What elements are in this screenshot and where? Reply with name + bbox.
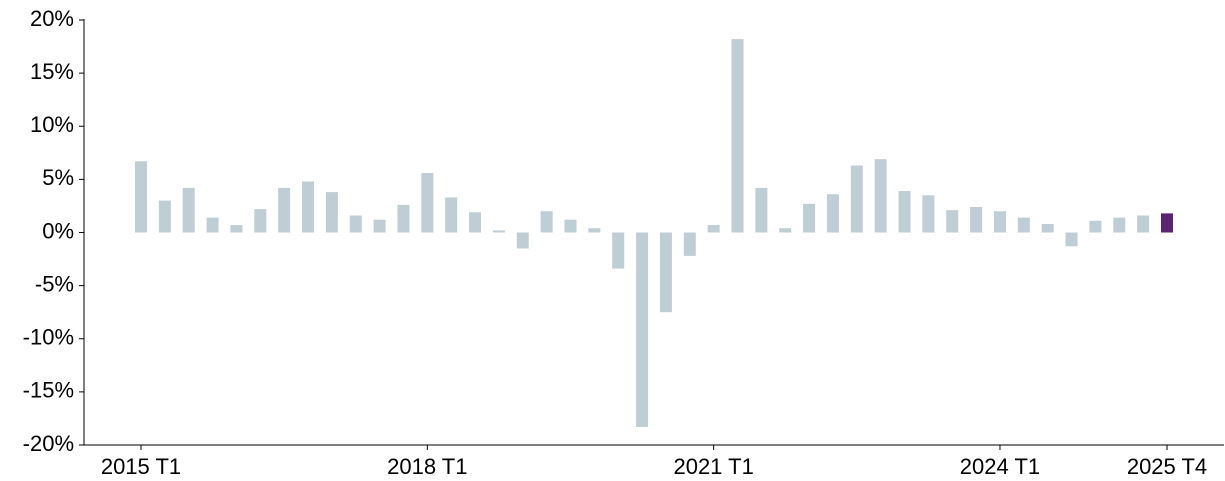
y-tick-label: -20% xyxy=(23,431,74,456)
y-tick-label: 20% xyxy=(30,6,74,31)
x-tick-label: 2018 T1 xyxy=(387,454,467,479)
bar xyxy=(588,228,601,233)
bar xyxy=(1041,224,1054,233)
bar xyxy=(683,232,696,256)
bar xyxy=(397,204,410,233)
bar xyxy=(230,225,243,233)
bar xyxy=(182,187,195,233)
x-tick-label: 2024 T1 xyxy=(960,454,1040,479)
bar xyxy=(373,219,386,233)
bar xyxy=(898,191,911,233)
y-tick-label: 0% xyxy=(42,218,74,243)
bar xyxy=(564,219,577,233)
bar xyxy=(946,210,959,233)
bar xyxy=(993,211,1006,233)
bar xyxy=(278,187,291,233)
bar xyxy=(755,187,768,233)
bar xyxy=(421,173,434,233)
y-tick-label: -10% xyxy=(23,325,74,350)
y-tick-label: -15% xyxy=(23,378,74,403)
bar xyxy=(970,207,983,233)
x-tick-label: 2015 T1 xyxy=(101,454,181,479)
bar xyxy=(659,232,672,313)
bar xyxy=(349,215,362,233)
bar xyxy=(516,232,529,249)
bar xyxy=(1089,220,1102,233)
bar xyxy=(636,232,649,427)
bar xyxy=(1065,232,1078,247)
bar xyxy=(922,195,935,233)
bar xyxy=(1161,213,1173,233)
bar xyxy=(779,228,792,233)
y-tick-label: 5% xyxy=(42,165,74,190)
bar xyxy=(1137,215,1150,233)
bar xyxy=(874,159,887,233)
y-tick-label: 10% xyxy=(30,112,74,137)
bar xyxy=(469,212,482,233)
bar xyxy=(707,225,720,233)
bar xyxy=(445,197,458,233)
bar xyxy=(803,203,816,233)
bar xyxy=(1113,217,1126,233)
bar xyxy=(492,230,505,233)
bar xyxy=(612,232,625,269)
bar xyxy=(826,194,839,233)
bar xyxy=(540,211,553,233)
x-tick-label: 2021 T1 xyxy=(673,454,753,479)
bar xyxy=(158,200,171,233)
bar xyxy=(325,192,338,233)
y-tick-label: -5% xyxy=(35,271,74,296)
bar xyxy=(302,181,315,233)
bar xyxy=(1017,217,1030,233)
bar xyxy=(254,209,267,233)
y-tick-label: 15% xyxy=(30,59,74,84)
bar xyxy=(850,165,863,233)
bar xyxy=(731,39,744,233)
bar xyxy=(135,161,147,233)
bar xyxy=(206,217,219,233)
x-tick-label: 2025 T4 xyxy=(1127,454,1207,479)
